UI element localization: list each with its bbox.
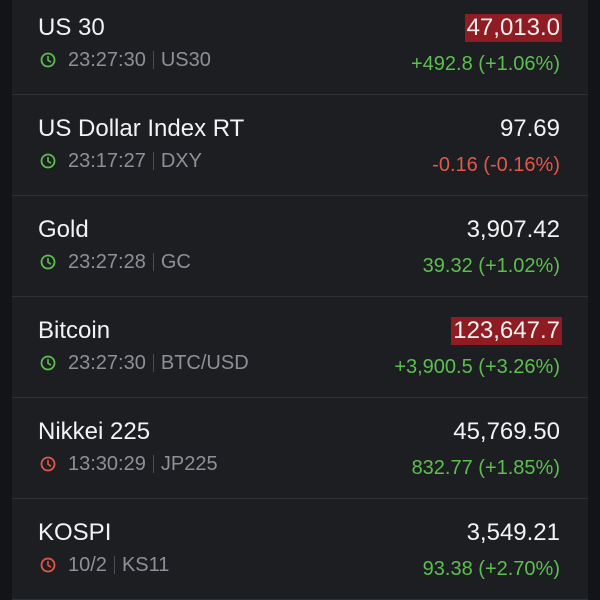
symbol: JP225 bbox=[160, 452, 218, 475]
symbol: US30 bbox=[160, 48, 211, 71]
price: 3,549.21 bbox=[466, 519, 560, 546]
instrument-name: US Dollar Index RT bbox=[38, 115, 245, 142]
instrument-name: Nikkei 225 bbox=[38, 418, 151, 445]
quote-time: 23:27:28 bbox=[68, 250, 146, 273]
change: +3,900.5 (+3.26%) bbox=[394, 356, 560, 378]
price: 45,769.50 bbox=[453, 418, 560, 445]
change: 832.77 (+1.85%) bbox=[411, 457, 560, 479]
watchlist: US 30 23:27:30 US30 47,013.0 +492.8 (+1.06%)… bbox=[12, 0, 588, 600]
quote-row[interactable]: US 30 23:27:30 US30 47,013.0 +492.8 (+1.06%) bbox=[12, 0, 588, 95]
separator bbox=[113, 556, 115, 574]
quote-row[interactable]: Gold 23:27:28 GC 3,907.42 39.32 (+1.02%) bbox=[12, 196, 588, 297]
symbol: KS11 bbox=[121, 553, 170, 576]
symbol: DXY bbox=[160, 149, 202, 172]
change: -0.16 (-0.16%) bbox=[432, 154, 560, 176]
separator bbox=[152, 253, 154, 271]
clock-icon bbox=[40, 254, 56, 270]
instrument-name: Gold bbox=[38, 216, 89, 243]
clock-icon bbox=[40, 557, 56, 573]
separator bbox=[152, 152, 154, 170]
quote-row[interactable]: US Dollar Index RT 23:17:27 DXY 97.69 -0.16 … bbox=[12, 95, 588, 196]
quote-meta: 23:17:27 DXY bbox=[40, 149, 202, 173]
quote-time: 23:17:27 bbox=[68, 149, 146, 172]
instrument-name: Bitcoin bbox=[38, 317, 111, 344]
price: 97.69 bbox=[499, 115, 560, 142]
separator bbox=[152, 455, 154, 473]
symbol: GC bbox=[160, 250, 191, 273]
instrument-name: US 30 bbox=[38, 14, 105, 41]
quote-time: 23:27:30 bbox=[68, 351, 146, 374]
clock-icon bbox=[40, 355, 56, 371]
change: +492.8 (+1.06%) bbox=[411, 53, 560, 75]
separator bbox=[152, 51, 154, 69]
quote-meta: 10/2 KS11 bbox=[40, 553, 169, 577]
quote-meta: 23:27:30 BTC/USD bbox=[40, 351, 249, 375]
quote-row[interactable]: Nikkei 225 13:30:29 JP225 45,769.50 832.77 (… bbox=[12, 398, 588, 499]
clock-icon bbox=[40, 456, 56, 472]
quote-row[interactable]: Bitcoin 23:27:30 BTC/USD 123,647.7 +3,900.5 … bbox=[12, 297, 588, 398]
quote-time: 23:27:30 bbox=[68, 48, 146, 71]
change: 93.38 (+2.70%) bbox=[422, 558, 560, 580]
price: 123,647.7 bbox=[451, 317, 562, 345]
quote-meta: 13:30:29 JP225 bbox=[40, 452, 218, 476]
quote-row[interactable]: KOSPI 10/2 KS11 3,549.21 93.38 (+2.70%) bbox=[12, 499, 588, 600]
clock-icon bbox=[40, 153, 56, 169]
instrument-name: KOSPI bbox=[38, 519, 112, 546]
quote-time: 13:30:29 bbox=[68, 452, 146, 475]
quote-meta: 23:27:30 US30 bbox=[40, 48, 211, 72]
separator bbox=[152, 354, 154, 372]
price: 47,013.0 bbox=[464, 14, 562, 42]
clock-icon bbox=[40, 52, 56, 68]
quote-meta: 23:27:28 GC bbox=[40, 250, 191, 274]
quote-time: 10/2 bbox=[68, 553, 107, 576]
change: 39.32 (+1.02%) bbox=[422, 255, 560, 277]
price: 3,907.42 bbox=[466, 216, 560, 243]
symbol: BTC/USD bbox=[160, 351, 249, 374]
